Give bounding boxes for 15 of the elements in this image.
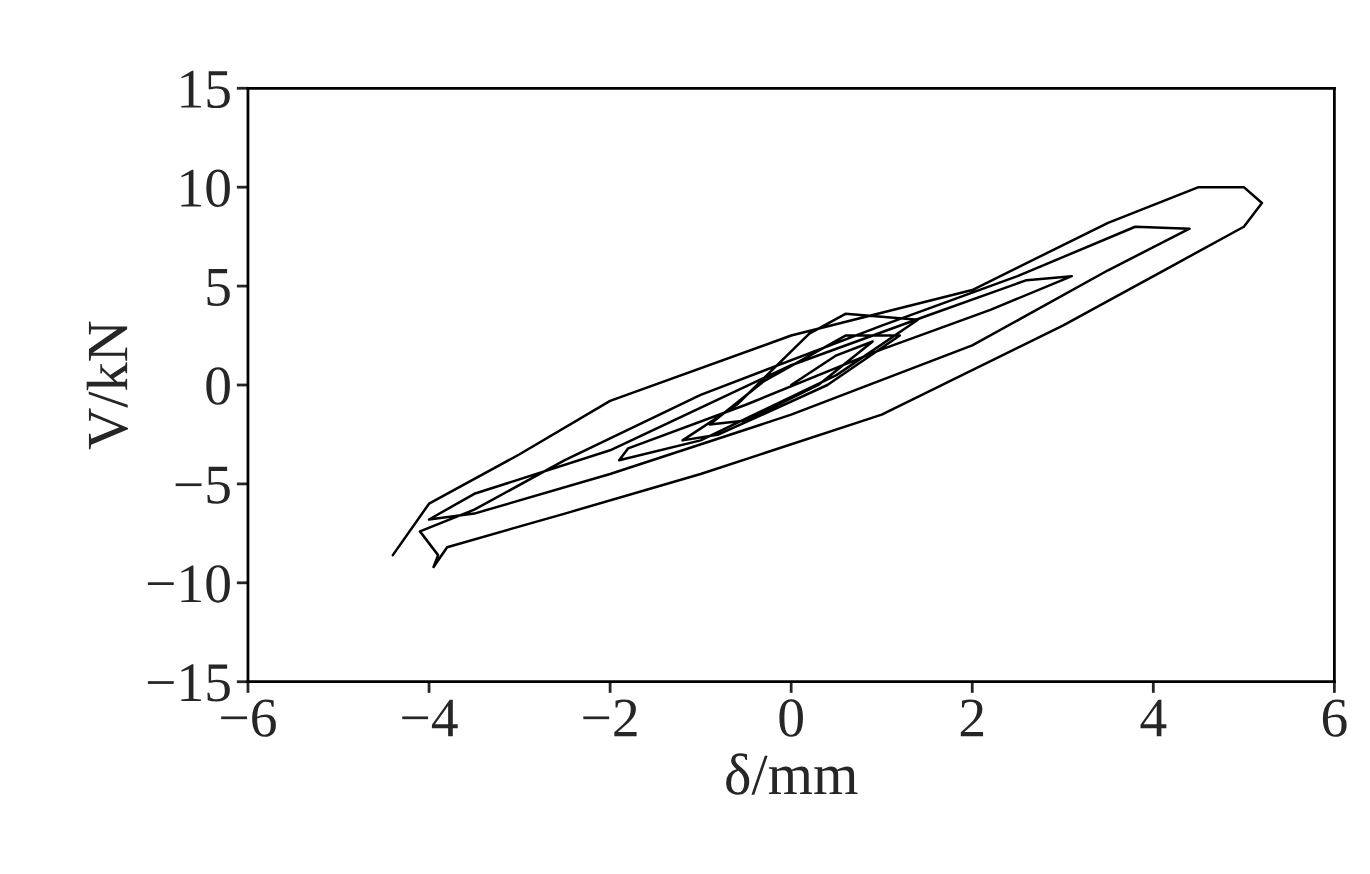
x-tick-label: 4 [1140,699,1167,737]
x-tick-label: 0 [779,699,803,737]
y-tick-label: −10 [147,565,230,603]
x-tick-label: −2 [583,699,637,737]
y-tick-label: 10 [181,169,230,207]
line-series [391,185,1264,569]
y-tick-label: −5 [175,466,230,504]
x-tick-label: 2 [960,699,984,737]
x-tick-label: 6 [1322,699,1347,737]
y-tick-label: 15 [181,70,230,109]
y-axis-title: V/kN [86,321,129,450]
x-tick-label: −4 [402,699,458,737]
y-tick-label: 5 [207,268,230,306]
x-axis-title: δ/mm [726,753,858,795]
y-tick-label: 0 [206,367,230,405]
